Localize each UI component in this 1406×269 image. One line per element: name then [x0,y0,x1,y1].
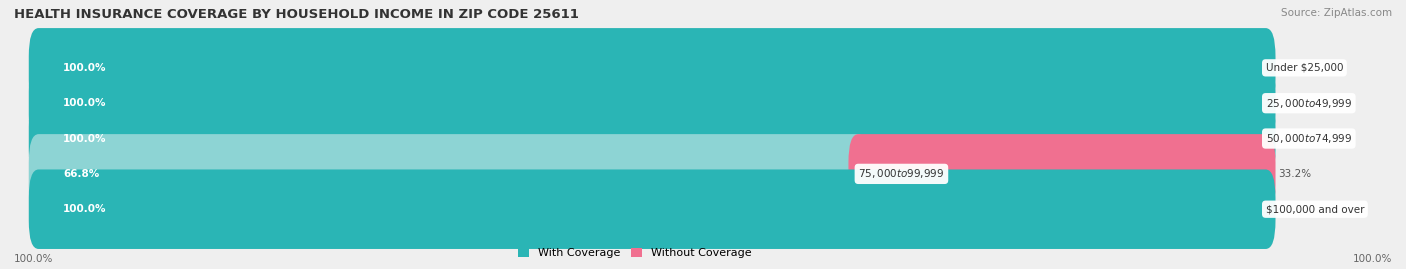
Text: 100.0%: 100.0% [1353,254,1392,264]
FancyBboxPatch shape [28,169,1275,249]
FancyBboxPatch shape [28,134,1275,214]
Text: 33.2%: 33.2% [1278,169,1310,179]
Text: 66.8%: 66.8% [63,169,100,179]
Text: $100,000 and over: $100,000 and over [1265,204,1364,214]
FancyBboxPatch shape [28,63,1275,143]
FancyBboxPatch shape [28,99,1275,178]
FancyBboxPatch shape [28,99,1275,178]
Text: Source: ZipAtlas.com: Source: ZipAtlas.com [1281,8,1392,18]
Text: 100.0%: 100.0% [63,98,107,108]
Text: 100.0%: 100.0% [63,204,107,214]
Text: $25,000 to $49,999: $25,000 to $49,999 [1265,97,1353,110]
Text: 100.0%: 100.0% [14,254,53,264]
FancyBboxPatch shape [28,28,1275,108]
Text: $75,000 to $99,999: $75,000 to $99,999 [858,167,945,180]
FancyBboxPatch shape [28,134,868,214]
Text: HEALTH INSURANCE COVERAGE BY HOUSEHOLD INCOME IN ZIP CODE 25611: HEALTH INSURANCE COVERAGE BY HOUSEHOLD I… [14,8,579,21]
Text: $50,000 to $74,999: $50,000 to $74,999 [1265,132,1353,145]
FancyBboxPatch shape [28,169,1275,249]
Text: 100.0%: 100.0% [63,63,107,73]
FancyBboxPatch shape [28,28,1275,108]
FancyBboxPatch shape [848,134,1275,214]
Text: Under $25,000: Under $25,000 [1265,63,1343,73]
Legend: With Coverage, Without Coverage: With Coverage, Without Coverage [513,243,756,263]
FancyBboxPatch shape [28,63,1275,143]
Text: 100.0%: 100.0% [63,133,107,144]
